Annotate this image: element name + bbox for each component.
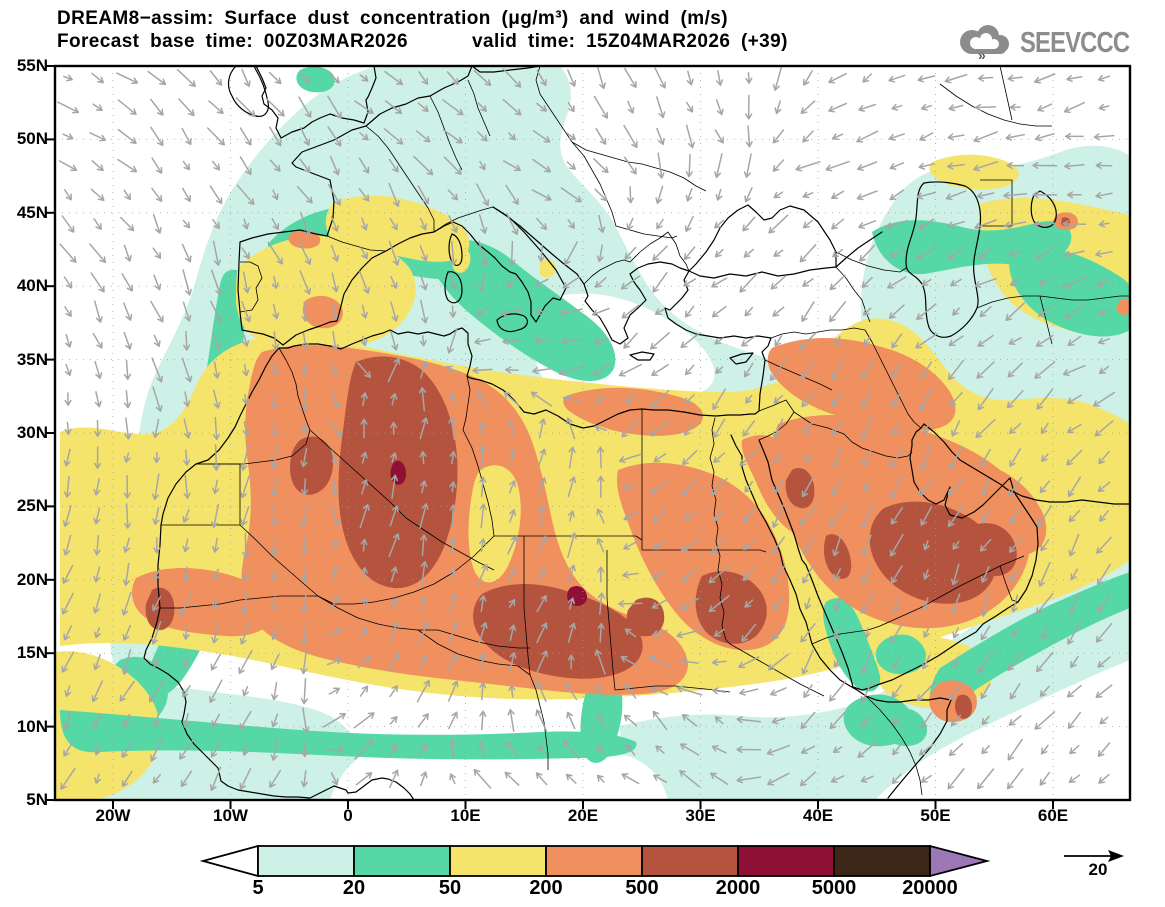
lat-tick-label: 25N [16, 496, 48, 516]
colorbar-tick-label: 5 [252, 877, 264, 899]
colorbar-segment-below [199, 844, 259, 878]
lat-tick-label: 55N [16, 56, 48, 75]
svg-text:»: » [978, 47, 986, 63]
colorbar-tick-label: 2000 [715, 877, 761, 899]
lon-tick-label: 40E [802, 806, 834, 825]
colorbar-segment-50-200 [449, 845, 547, 877]
forecast-time-subtitle: Forecast base time: 00Z03MAR2026 valid t… [57, 31, 788, 52]
colorbar-segment-5000-20000 [833, 845, 931, 877]
colorbar-segment-20-50 [353, 845, 451, 877]
coastlines [143, 66, 1130, 800]
lon-tick-label: 10W [213, 806, 248, 825]
colorbar-tick-label: 20000 [902, 877, 958, 899]
lat-tick-label: 50N [16, 129, 48, 149]
lon-tick-label: 30E [685, 806, 716, 825]
colorbar-segment-2000-5000 [737, 845, 835, 877]
lon-tick-label: 50E [920, 806, 951, 825]
colorbar-tick-label: 20 [342, 877, 366, 899]
lat-tick-label: 15N [16, 643, 48, 663]
lat-tick-label: 45N [16, 202, 48, 222]
colorbar-tick-label: 200 [529, 877, 563, 899]
seevccc-logo: » SEEVCCC [954, 22, 1153, 64]
lon-tick-label: 20E [567, 806, 599, 825]
colorbar [199, 844, 991, 878]
colorbar-tick-label: 5000 [811, 877, 857, 899]
lat-tick-label: 20N [16, 569, 48, 589]
lon-tick-label: 10E [450, 806, 481, 825]
wind-reference-arrow [1064, 850, 1124, 862]
wind-vectors [56, 66, 1116, 792]
colorbar-tick-label: 50 [438, 877, 462, 899]
colorbar-tick-label: 500 [625, 877, 659, 899]
wind-reference-label: 20 [1088, 860, 1108, 879]
logo-text: SEEVCCC [1019, 26, 1130, 59]
page-title: DREAM8−assim: Surface dust concentration… [57, 8, 728, 29]
colorbar-segment-500-2000 [641, 845, 739, 877]
lat-tick-label: 35N [16, 349, 48, 369]
axis-ticks [46, 65, 1054, 809]
lat-tick-label: 5N [26, 790, 48, 809]
lon-tick-label: 0 [343, 806, 353, 825]
cloud-logo-icon: » [959, 25, 1009, 63]
lat-tick-label: 30N [16, 423, 48, 442]
lon-tick-label: 20W [95, 806, 131, 825]
lat-tick-label: 40N [16, 276, 48, 296]
colorbar-segment-5-20 [257, 845, 355, 877]
lat-tick-label: 10N [16, 716, 48, 736]
colorbar-segment-200-500 [545, 845, 643, 877]
colorbar-segment-above [929, 844, 991, 878]
lon-tick-label: 60E [1037, 806, 1069, 825]
